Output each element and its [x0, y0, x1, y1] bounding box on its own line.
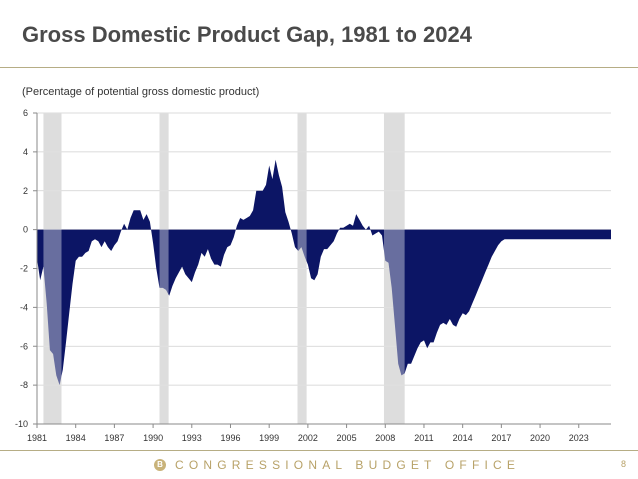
x-tick-label: 1981: [27, 433, 47, 443]
x-tick-label: 2011: [414, 433, 433, 443]
slide-title: Gross Domestic Product Gap, 1981 to 2024: [22, 22, 472, 47]
x-tick-label: 1996: [220, 433, 240, 443]
y-tick-label: -10: [15, 419, 28, 429]
x-tick-label: 1993: [182, 433, 202, 443]
x-tick-label: 1987: [104, 433, 124, 443]
footer-divider: [0, 450, 638, 451]
x-tick-label: 2002: [298, 433, 318, 443]
x-tick-label: 1984: [66, 433, 86, 443]
chart-subtitle: (Percentage of potential gross domestic …: [22, 86, 260, 98]
x-tick-label: 2020: [530, 433, 550, 443]
recession-overlay-1: [159, 113, 169, 424]
y-tick-label: -6: [20, 341, 28, 351]
y-tick-label: -8: [20, 380, 28, 390]
recession-overlay-3: [383, 113, 405, 424]
y-tick-label: -4: [20, 302, 28, 312]
y-tick-label: 6: [23, 108, 28, 118]
gdp-gap-series-area: [37, 159, 611, 386]
y-tick-label: 2: [23, 186, 28, 196]
y-tick-labels: -10 -8 -6 -4 -2 0 2 4 6: [15, 108, 28, 429]
recession-overlay-0: [43, 113, 62, 424]
x-tick-label: 1999: [259, 433, 279, 443]
recession-overlay-2: [297, 113, 307, 424]
footer-agency-name: CONGRESSIONAL BUDGET OFFICE: [175, 458, 521, 472]
y-tick-label: -2: [20, 264, 28, 274]
gdp-gap-area: [37, 113, 611, 424]
gdp-gap-chart: -10 -8 -6 -4 -2 0 2 4 6 1981 1984 1987 1990 1993 1996…: [15, 108, 611, 443]
y-tick-label: 4: [23, 147, 28, 157]
x-tick-label: 2017: [491, 433, 511, 443]
x-tick-label: 2014: [453, 433, 473, 443]
title-divider: [0, 67, 638, 68]
y-tick-label: 0: [23, 225, 28, 235]
page-number: 8: [620, 459, 626, 469]
x-tick-label: 2023: [569, 433, 589, 443]
axes: [33, 112, 611, 428]
x-tick-label: 1990: [143, 433, 163, 443]
x-tick-label: 2005: [337, 433, 357, 443]
x-tick-label: 2008: [375, 433, 395, 443]
x-tick-labels: 1981 1984 1987 1990 1993 1996 1999 2002 2005 2008…: [27, 433, 589, 443]
cbo-logo-icon: B: [154, 459, 166, 471]
